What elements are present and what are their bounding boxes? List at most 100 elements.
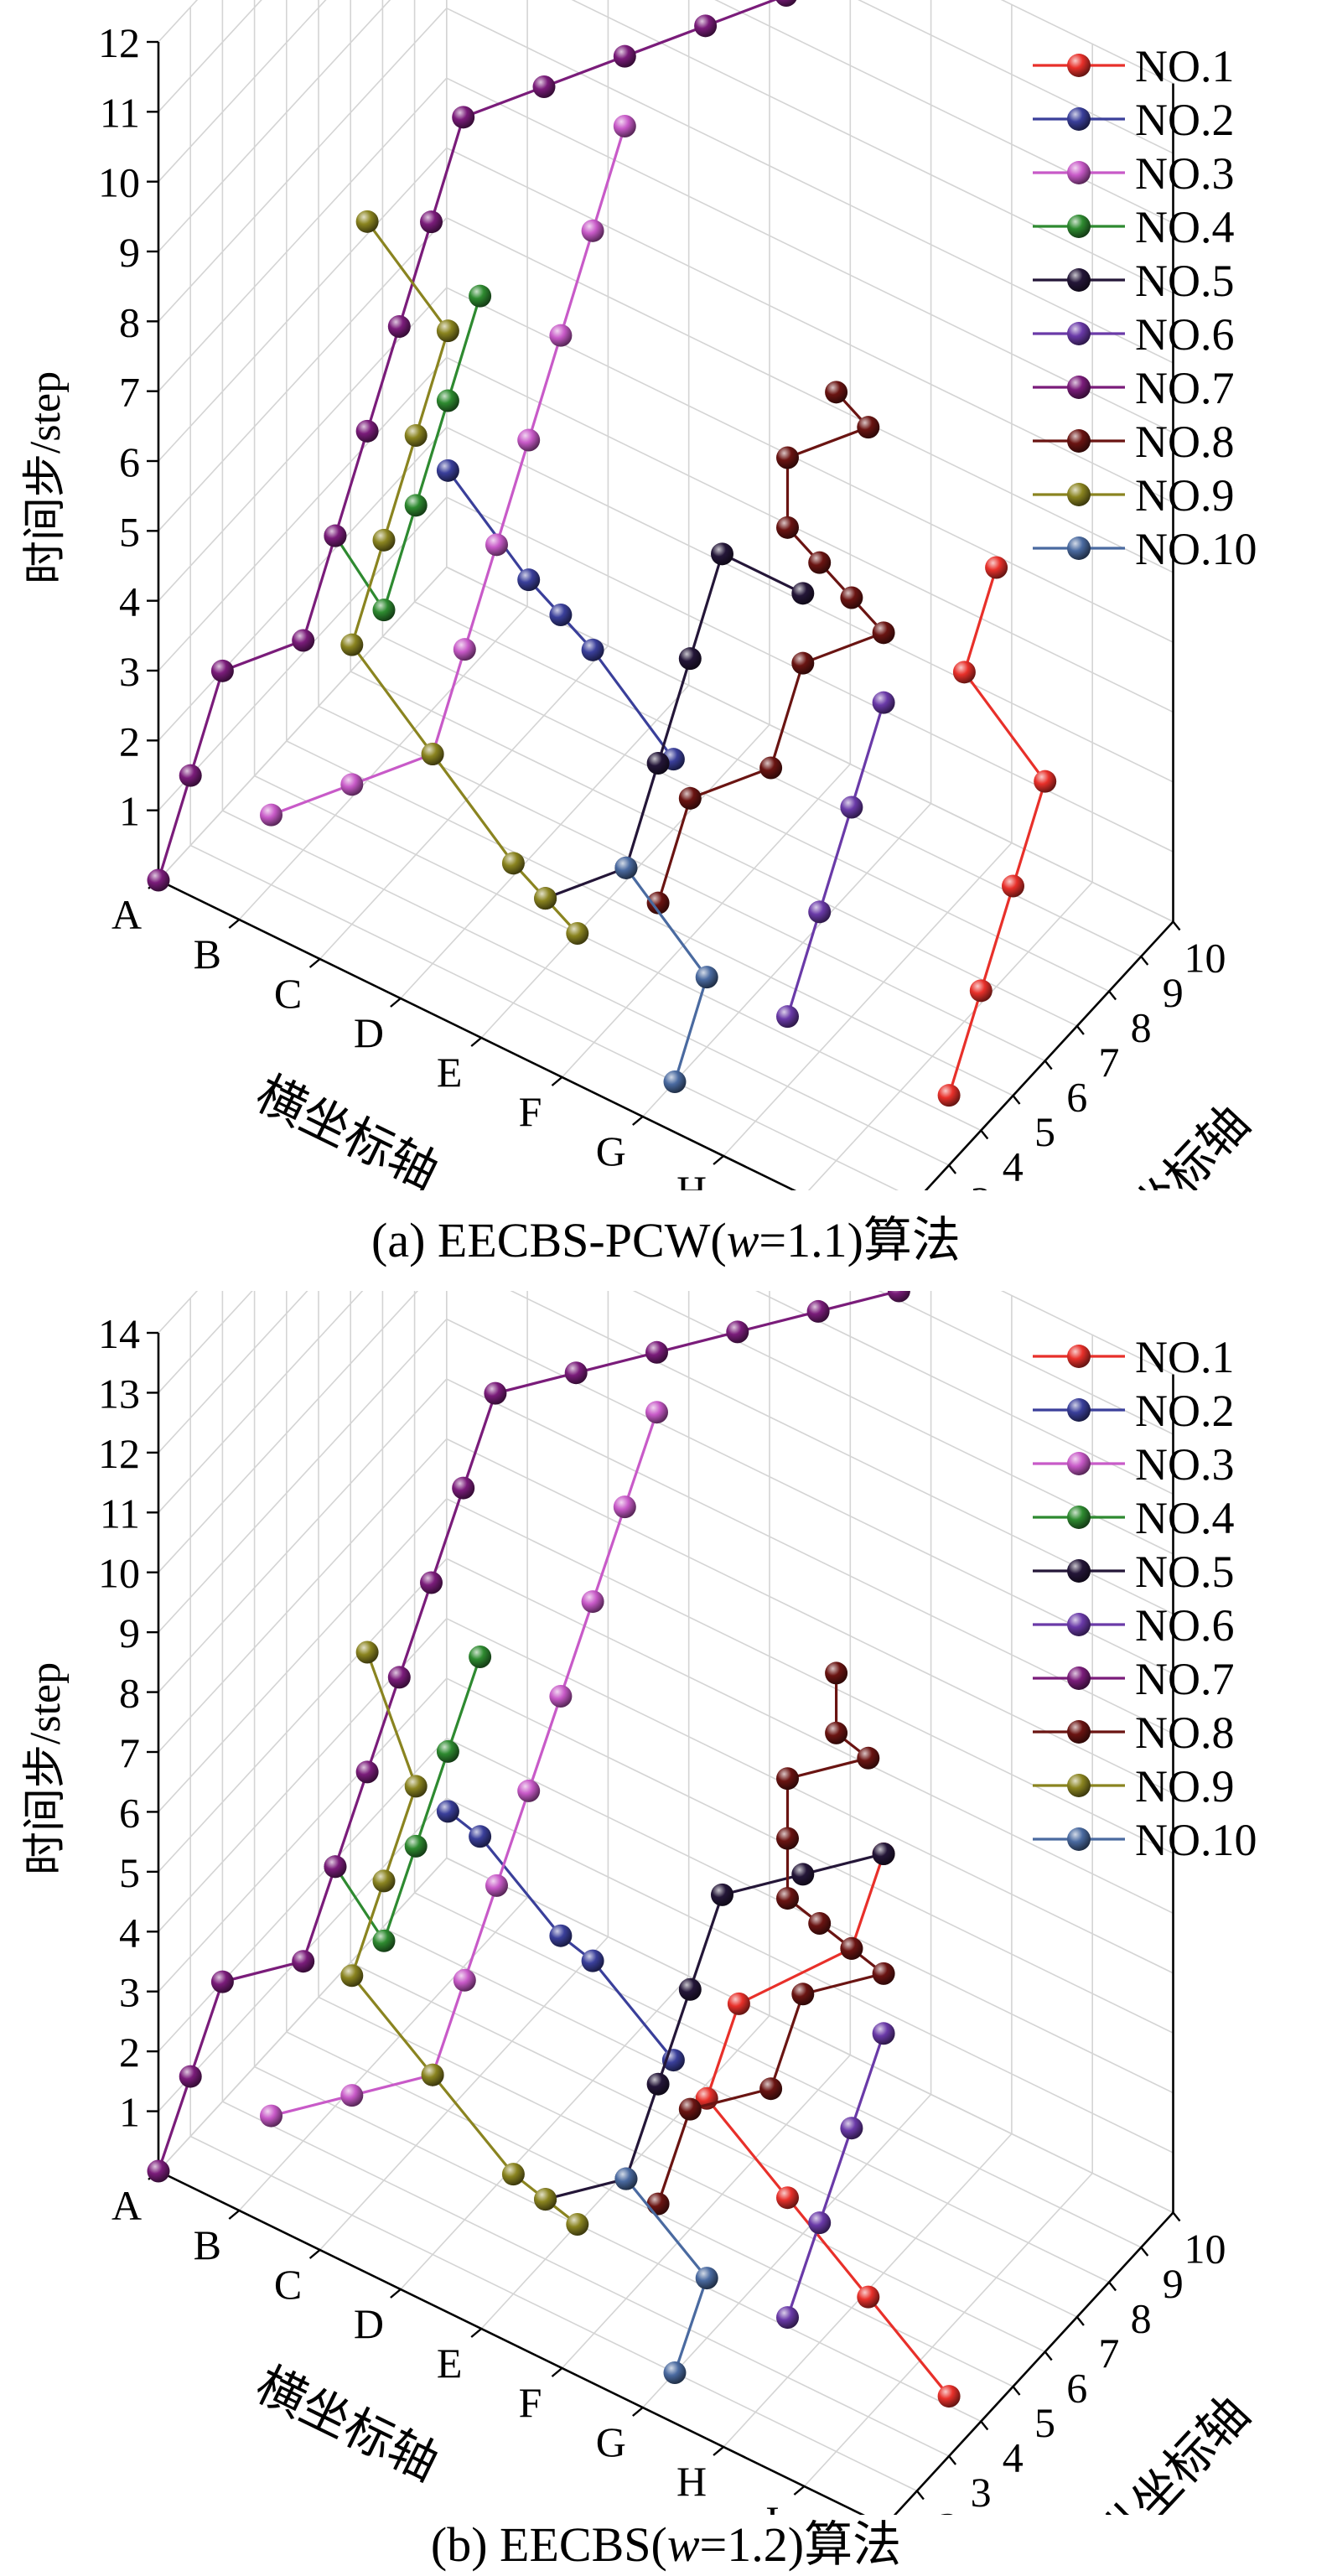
legend-marker (1067, 1720, 1091, 1744)
y-tick (1012, 2386, 1021, 2396)
data-point (549, 1924, 573, 1947)
grid-line (158, 1558, 448, 1873)
data-point (694, 14, 718, 38)
data-point (549, 604, 573, 626)
data-point (404, 1775, 428, 1798)
x-tick-label: C (274, 2261, 302, 2308)
data-point (727, 1992, 750, 2015)
data-point (937, 2385, 961, 2408)
data-point (469, 1825, 492, 1848)
data-point (825, 1721, 848, 1744)
data-point (581, 1590, 604, 1614)
grid-line (158, 1738, 448, 2052)
grid-line (254, 775, 982, 1132)
data-point (663, 2361, 687, 2384)
legend-marker (1067, 483, 1091, 506)
grid-line (446, 496, 1174, 853)
legend-label: NO.3 (1135, 1439, 1235, 1490)
legend-label: NO.1 (1135, 1332, 1235, 1382)
z-axis-label: 时间步/step (22, 371, 70, 584)
grid-line (158, 8, 448, 322)
data-point (501, 2163, 525, 2186)
z-tick-label: 6 (119, 438, 140, 485)
data-point (776, 1887, 799, 1910)
legend-marker (1067, 107, 1091, 131)
legend-label: NO.4 (1135, 1493, 1235, 1543)
data-point (645, 1401, 668, 1424)
x-tick-label: H (676, 1167, 707, 1190)
caption-a: (a) EECBS-PCW(w=1.1)算法 (0, 1200, 1332, 1271)
z-tick-label: 5 (119, 1849, 140, 1896)
grid-line (158, 1291, 364, 1513)
y-tick (1140, 2247, 1149, 2257)
x-tick-label: C (274, 970, 302, 1017)
data-point (776, 1767, 799, 1791)
z-tick-label: 9 (119, 229, 140, 276)
grid-line (400, 1975, 690, 2290)
caption-a-var: w (726, 1213, 759, 1267)
data-point (726, 1320, 749, 1344)
data-point (825, 381, 848, 404)
grid-line (238, 605, 528, 920)
legend-label: NO.9 (1135, 470, 1235, 521)
data-point (355, 210, 379, 233)
data-point (340, 633, 364, 656)
data-point (1002, 874, 1024, 898)
x-tick (308, 2249, 321, 2259)
z-tick-label: 8 (119, 1670, 140, 1717)
data-point (485, 533, 508, 557)
data-point (776, 2186, 799, 2210)
grid-line (632, 1291, 1174, 1555)
series-NO.2 (436, 1800, 685, 2072)
x-tick (308, 958, 321, 968)
x-tick (551, 2367, 563, 2377)
data-point (759, 2077, 783, 2101)
series-line (785, 2033, 885, 2319)
series-NO.4 (324, 284, 492, 622)
data-point (387, 1666, 411, 1689)
data-point (646, 2192, 670, 2216)
grid-line (158, 566, 448, 881)
data-point (614, 856, 638, 879)
data-point (840, 796, 863, 819)
series-line (350, 220, 578, 935)
x-tick-label: D (354, 1009, 384, 1056)
grid-line (158, 1378, 448, 1693)
x-tick-label: E (437, 2340, 463, 2387)
caption-a-prefix: (a) EECBS-PCW( (371, 1213, 727, 1267)
x-tick-label: F (519, 2379, 542, 2426)
y-axis-label: 纵坐标轴 (1087, 2387, 1260, 2515)
data-point (887, 1291, 910, 1303)
data-point (695, 966, 718, 989)
z-tick-label: 6 (119, 1789, 140, 1836)
x-tick-label: I (765, 2497, 780, 2515)
data-point (340, 2084, 364, 2107)
y-tick-label: 7 (1098, 2330, 1119, 2376)
data-point (711, 1883, 733, 1906)
data-point (517, 568, 541, 592)
grid-line (158, 1438, 448, 1753)
data-point (436, 389, 459, 412)
data-point (340, 773, 364, 796)
grid-line (158, 0, 391, 252)
data-point (469, 284, 492, 308)
x-tick-label: B (194, 2221, 221, 2268)
legend-label: NO.7 (1135, 363, 1235, 413)
grid-line (446, 217, 1174, 573)
x-ticks: ABCDEFGHIJ (111, 879, 724, 1190)
data-point (534, 887, 557, 910)
y-tick-label: 7 (1098, 1039, 1119, 1086)
legend-marker (1067, 1666, 1091, 1690)
grid-line (878, 1291, 1174, 1435)
grid-line (446, 1797, 1174, 2154)
legend-marker (1067, 1827, 1091, 1851)
data-point (937, 1084, 961, 1107)
data-point (581, 638, 604, 661)
grid-line (446, 77, 1174, 433)
legend-label: NO.5 (1135, 256, 1235, 306)
data-point (292, 629, 315, 652)
data-point (404, 1834, 428, 1858)
data-point (549, 1685, 573, 1708)
y-tick-label: 3 (971, 2469, 992, 2515)
